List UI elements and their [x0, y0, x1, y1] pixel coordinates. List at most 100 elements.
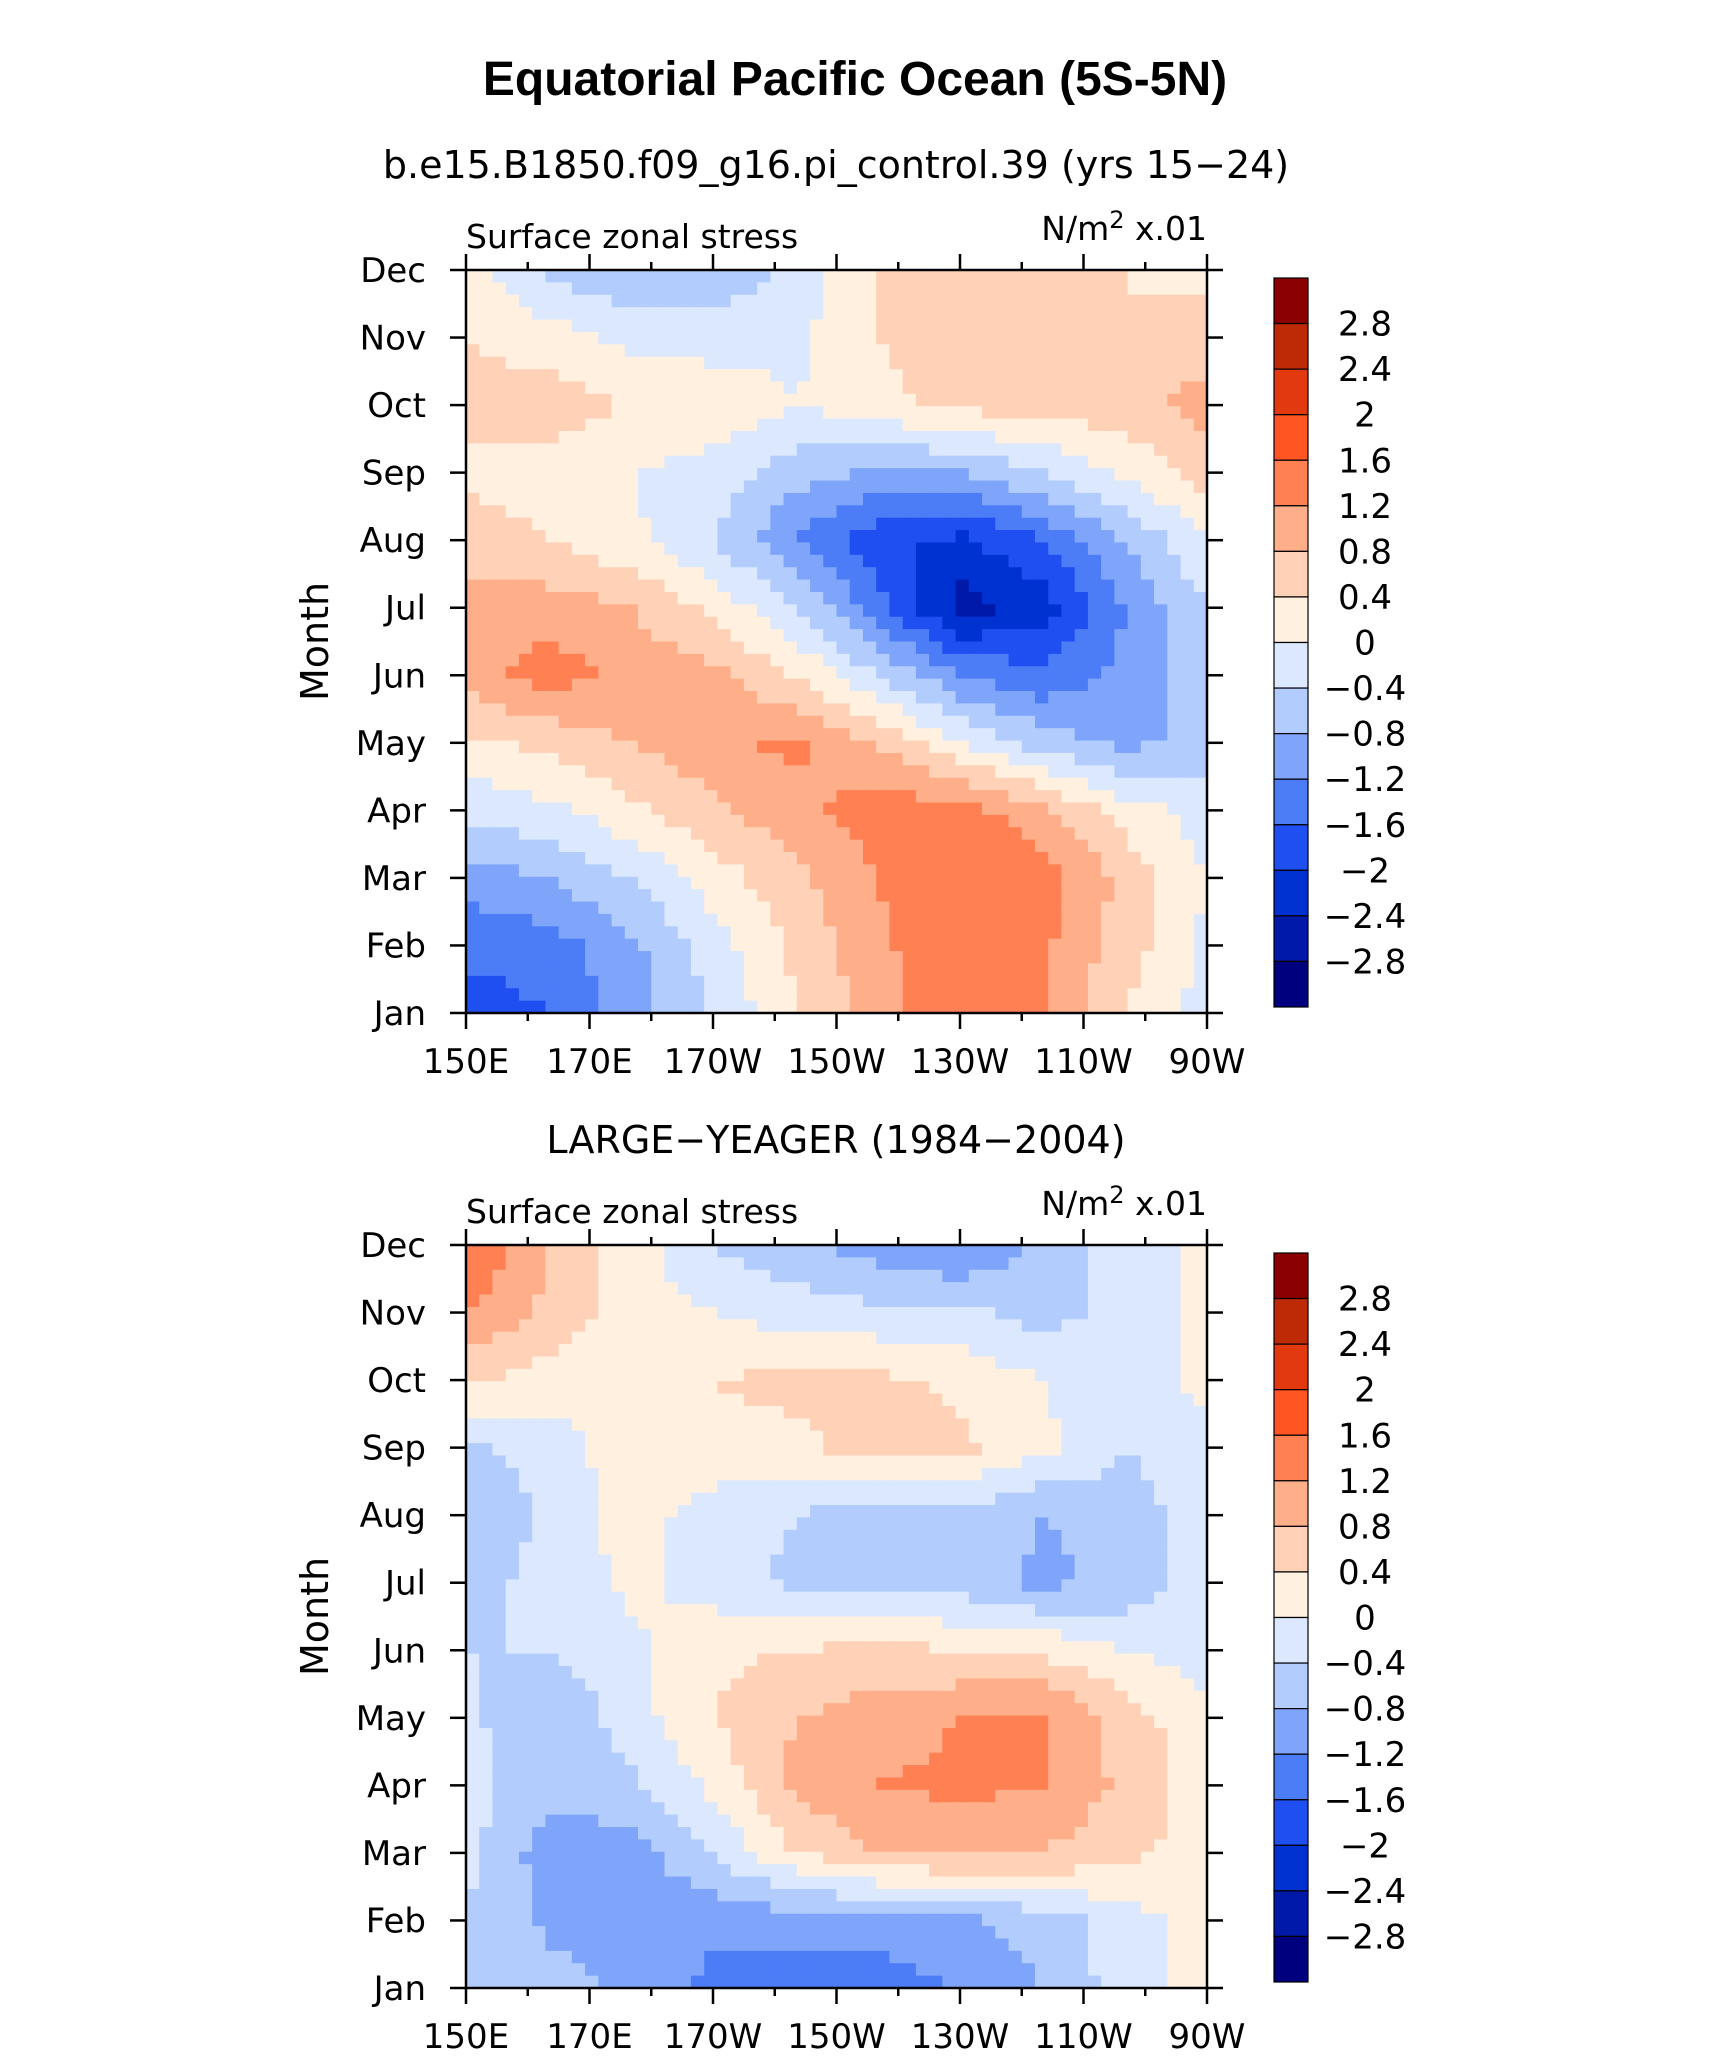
heatmap-cell — [982, 988, 996, 1002]
heatmap-cell — [677, 1257, 692, 1271]
heatmap-cell — [479, 1282, 494, 1296]
heatmap-cell — [677, 468, 692, 482]
heatmap-cell — [823, 1393, 838, 1407]
heatmap-cell — [651, 455, 666, 469]
heatmap-cell — [810, 678, 824, 692]
heatmap-cell — [783, 988, 798, 1002]
heatmap-cell — [558, 468, 573, 482]
heatmap-cell — [968, 1393, 983, 1407]
heatmap-cell — [823, 1405, 838, 1419]
heatmap-cell — [492, 1257, 507, 1271]
heatmap-cell — [876, 715, 891, 729]
heatmap-cell — [1074, 715, 1089, 729]
heatmap-cell — [638, 1467, 652, 1481]
heatmap-cell — [505, 1331, 520, 1345]
heatmap-cell — [743, 616, 758, 630]
heatmap-cell — [783, 691, 798, 705]
heatmap-cell — [823, 1368, 838, 1382]
heatmap-cell — [611, 381, 626, 395]
heatmap-cell — [955, 691, 970, 705]
heatmap-cell — [1140, 1455, 1155, 1469]
heatmap-cell — [532, 418, 546, 432]
heatmap-cell — [902, 1505, 917, 1519]
heatmap-cell — [1127, 282, 1142, 296]
heatmap-cell — [466, 567, 480, 581]
heatmap-cell — [611, 591, 626, 605]
heatmap-cell — [1127, 1517, 1142, 1531]
heatmap-cell — [982, 951, 996, 965]
heatmap-cell — [532, 752, 546, 766]
heatmap-cell — [677, 629, 692, 643]
heatmap-cell — [796, 1393, 811, 1407]
heatmap-cell — [783, 666, 798, 680]
heatmap-cell — [1114, 406, 1129, 420]
heatmap-cell — [1074, 666, 1089, 680]
heatmap-cell — [902, 691, 917, 705]
heatmap-cell — [968, 443, 983, 457]
heatmap-cell — [545, 381, 560, 395]
heatmap-cell — [717, 691, 732, 705]
heatmap-cell — [598, 1356, 613, 1370]
heatmap-cell — [1101, 1467, 1115, 1481]
heatmap-cell — [823, 1381, 838, 1395]
heatmap-cell — [783, 1306, 798, 1320]
heatmap-cell — [770, 1443, 785, 1457]
heatmap-cell — [1193, 554, 1208, 568]
heatmap-cell — [823, 1306, 838, 1320]
heatmap-cell — [651, 1381, 666, 1395]
heatmap-cell — [611, 270, 626, 283]
heatmap-cell — [1087, 294, 1102, 308]
heatmap-cell — [585, 889, 599, 903]
heatmap-cell — [717, 852, 732, 865]
heatmap-cell — [929, 381, 943, 395]
heatmap-cell — [1193, 1331, 1208, 1345]
heatmap-cell — [585, 567, 599, 581]
heatmap-cell — [1167, 1368, 1182, 1382]
heatmap-cell — [585, 1245, 599, 1258]
heatmap-cell — [585, 1517, 599, 1531]
heatmap-cell — [466, 1480, 480, 1494]
heatmap-cell — [717, 604, 732, 618]
heatmap-cell — [664, 567, 679, 581]
heatmap-cell — [558, 1418, 573, 1432]
heatmap-cell — [492, 331, 507, 345]
heatmap-cell — [479, 455, 494, 469]
heatmap-cell — [1193, 1319, 1208, 1333]
heatmap-cell — [466, 740, 480, 754]
heatmap-cell — [836, 1306, 851, 1320]
heatmap-cell — [876, 641, 891, 655]
heatmap-cell — [730, 715, 745, 729]
heatmap-cell — [690, 1517, 705, 1531]
heatmap-cell — [505, 1554, 520, 1568]
heatmap-cell — [585, 418, 599, 432]
heatmap-cell — [862, 889, 877, 903]
heatmap-cell — [585, 282, 599, 296]
heatmap-cell — [585, 430, 599, 444]
heatmap-cell — [1193, 988, 1208, 1002]
heatmap-cell — [624, 319, 639, 333]
heatmap-cell — [479, 406, 494, 420]
colorbar-label: −1.6 — [1324, 806, 1407, 846]
y-tick-label: Jun — [371, 656, 426, 696]
heatmap-cell — [849, 1505, 864, 1519]
heatmap-cell — [902, 1443, 917, 1457]
heatmap-cell — [1167, 270, 1182, 283]
heatmap-cell — [770, 1269, 785, 1283]
heatmap-cell — [1180, 579, 1195, 593]
heatmap-cell — [704, 393, 719, 407]
heatmap-cell — [638, 802, 652, 816]
heatmap-cell — [968, 282, 983, 296]
heatmap-cell — [743, 554, 758, 568]
heatmap-cell — [955, 1000, 970, 1014]
heatmap-cell — [664, 839, 679, 853]
heatmap-cell — [1154, 1000, 1168, 1014]
heatmap-cell — [611, 1356, 626, 1370]
heatmap-cell — [1127, 641, 1142, 655]
heatmap-cell — [889, 852, 904, 865]
heatmap-cell — [598, 913, 613, 927]
heatmap-cell — [1154, 1566, 1168, 1580]
x-tick-label: 170E — [546, 1042, 632, 1082]
heatmap-cell — [982, 752, 996, 766]
heatmap-cell — [770, 641, 785, 655]
heatmap-cell — [730, 901, 745, 915]
